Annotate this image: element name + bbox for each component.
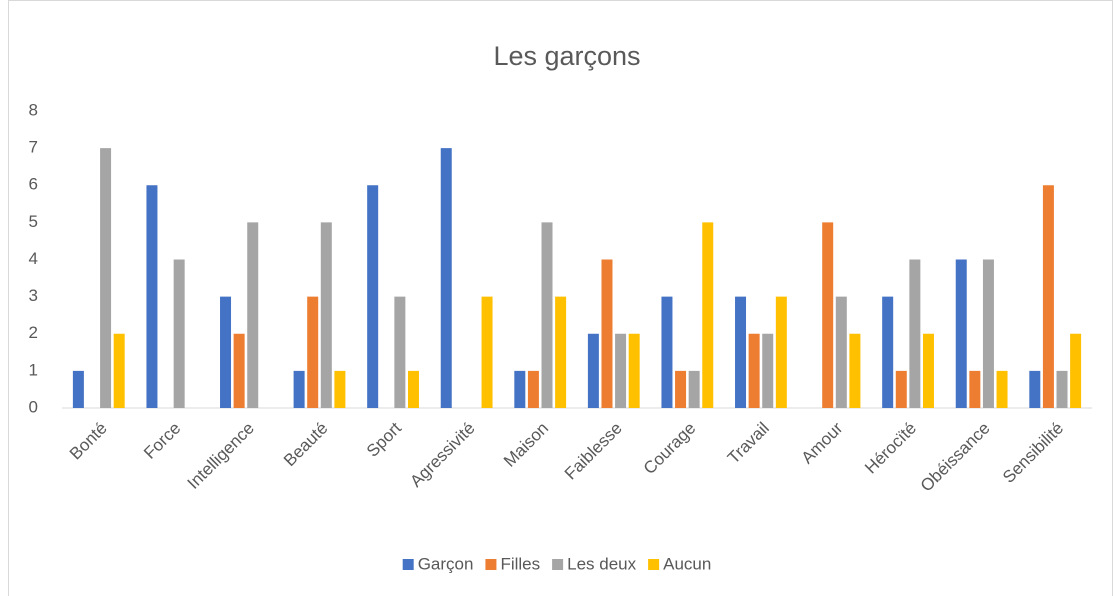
bar xyxy=(735,296,747,408)
bar xyxy=(835,296,847,408)
legend-label: Filles xyxy=(500,554,540,573)
y-tick-label: 8 xyxy=(29,100,38,119)
bar xyxy=(220,296,232,408)
bar xyxy=(702,222,714,408)
y-tick-label: 7 xyxy=(29,138,38,157)
y-tick-label: 5 xyxy=(29,212,38,231)
bar xyxy=(320,222,332,408)
bar xyxy=(555,296,567,408)
bar xyxy=(173,259,185,408)
bar xyxy=(367,185,379,408)
bar xyxy=(601,259,613,408)
bar xyxy=(514,370,526,408)
y-tick-label: 6 xyxy=(29,175,38,194)
bar xyxy=(100,148,112,408)
bar xyxy=(394,296,406,408)
bar xyxy=(762,333,774,408)
bar xyxy=(748,333,760,408)
legend-swatch xyxy=(485,559,497,570)
bar xyxy=(293,370,305,408)
bar xyxy=(233,333,245,408)
bar xyxy=(955,259,967,408)
y-tick-label: 3 xyxy=(29,286,38,305)
legend-swatch xyxy=(648,559,660,570)
bar xyxy=(675,370,687,408)
legend-label: Les deux xyxy=(567,554,636,573)
bar xyxy=(1056,370,1068,408)
bar xyxy=(822,222,834,408)
bar xyxy=(882,296,894,408)
bar xyxy=(1070,333,1082,408)
y-tick-label: 4 xyxy=(29,249,38,268)
bar xyxy=(527,370,539,408)
bar xyxy=(407,370,419,408)
bar xyxy=(922,333,934,408)
bar xyxy=(982,259,994,408)
bar xyxy=(909,259,921,408)
bar xyxy=(247,222,259,408)
legend-swatch xyxy=(402,559,414,570)
bar xyxy=(72,370,84,408)
y-tick-label: 2 xyxy=(29,323,38,342)
bar xyxy=(775,296,787,408)
bar xyxy=(996,370,1008,408)
bar xyxy=(440,148,452,408)
bar xyxy=(307,296,319,408)
legend-label: Garçon xyxy=(418,554,474,573)
bar xyxy=(688,370,700,408)
y-tick-label: 1 xyxy=(29,360,38,379)
bar xyxy=(113,333,125,408)
legend-swatch xyxy=(552,559,564,570)
bar xyxy=(587,333,599,408)
bar xyxy=(334,370,346,408)
bar xyxy=(628,333,640,408)
bar xyxy=(146,185,158,408)
bar xyxy=(1029,370,1041,408)
legend-label: Aucun xyxy=(663,554,711,573)
chart-title: Les garçons xyxy=(493,41,640,71)
y-tick-label: 0 xyxy=(29,397,38,416)
bar xyxy=(615,333,627,408)
bar xyxy=(849,333,861,408)
bar xyxy=(1042,185,1054,408)
bar xyxy=(541,222,553,408)
bar xyxy=(481,296,493,408)
bar xyxy=(969,370,981,408)
bar xyxy=(661,296,673,408)
bar xyxy=(895,370,907,408)
